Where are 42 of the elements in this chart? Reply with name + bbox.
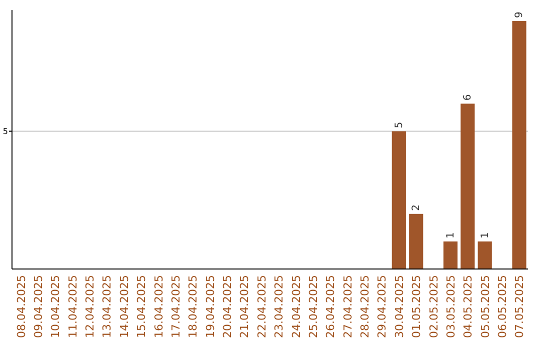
x-tick-label: 13.04.2025: [100, 275, 114, 338]
bar: [409, 214, 424, 269]
x-tick-label: 23.04.2025: [272, 275, 286, 338]
x-tick-label: 17.04.2025: [169, 275, 182, 338]
x-tick-label: 15.04.2025: [135, 275, 148, 338]
bar: [512, 21, 526, 269]
x-tick-label: 06.05.2025: [496, 275, 510, 338]
x-tick-label: 25.04.2025: [306, 275, 320, 338]
x-tick-label: 27.04.2025: [341, 275, 354, 338]
data-label: 2: [411, 204, 422, 211]
x-tick-label: 29.04.2025: [376, 275, 389, 338]
x-tick-label: 08.04.2025: [14, 275, 28, 338]
x-tick-label: 24.04.2025: [290, 275, 303, 338]
data-label: 9: [514, 12, 526, 18]
x-tick-label: 12.04.2025: [84, 275, 97, 338]
x-tick-label: 01.05.2025: [410, 275, 424, 338]
x-tick-label: 30.04.2025: [392, 275, 406, 338]
x-tick-label: 21.04.2025: [238, 275, 252, 338]
x-tick-label: 07.05.2025: [513, 275, 526, 338]
x-tick-label: 11.04.2025: [66, 275, 80, 338]
x-tick-label: 03.05.2025: [444, 275, 458, 338]
x-tick-label: 19.04.2025: [204, 275, 217, 338]
x-tick-label: 22.04.2025: [255, 275, 268, 338]
x-tick-label: 05.05.2025: [478, 275, 492, 338]
data-label: 6: [462, 94, 474, 101]
bar: [460, 104, 475, 269]
bar: [392, 131, 406, 269]
x-tick-label: 16.04.2025: [152, 275, 166, 338]
x-tick-label: 02.05.2025: [427, 275, 440, 338]
x-tick-label: 09.04.2025: [32, 275, 45, 338]
x-tick-label: 10.04.2025: [49, 275, 62, 338]
x-tick-label: 26.04.2025: [324, 275, 338, 338]
x-tick-label: 18.04.2025: [186, 275, 200, 338]
x-tick-label: 04.05.2025: [462, 275, 475, 338]
x-tick-label: 20.04.2025: [221, 275, 234, 338]
data-label: 5: [394, 122, 405, 128]
data-label: 1: [480, 232, 491, 238]
x-tick-label: 14.04.2025: [118, 275, 131, 338]
data-label: 1: [445, 232, 456, 238]
bar: [443, 241, 458, 269]
bar: [478, 241, 492, 269]
x-tick-label: 28.04.2025: [358, 275, 372, 338]
